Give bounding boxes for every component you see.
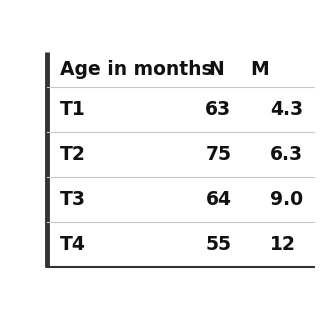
Text: M: M xyxy=(251,60,269,79)
Text: 55: 55 xyxy=(205,235,231,254)
Text: T3: T3 xyxy=(60,190,86,209)
Text: 75: 75 xyxy=(205,145,231,164)
Text: T1: T1 xyxy=(60,100,86,119)
Text: T2: T2 xyxy=(60,145,86,164)
Text: 6.3: 6.3 xyxy=(270,145,304,164)
Text: T4: T4 xyxy=(60,235,86,254)
Text: 63: 63 xyxy=(205,100,231,119)
Text: N: N xyxy=(208,60,224,79)
Text: 12: 12 xyxy=(270,235,296,254)
Text: Age in months: Age in months xyxy=(60,60,213,79)
Text: 9.0: 9.0 xyxy=(270,190,304,209)
Text: 4.3: 4.3 xyxy=(270,100,304,119)
Text: 64: 64 xyxy=(205,190,231,209)
